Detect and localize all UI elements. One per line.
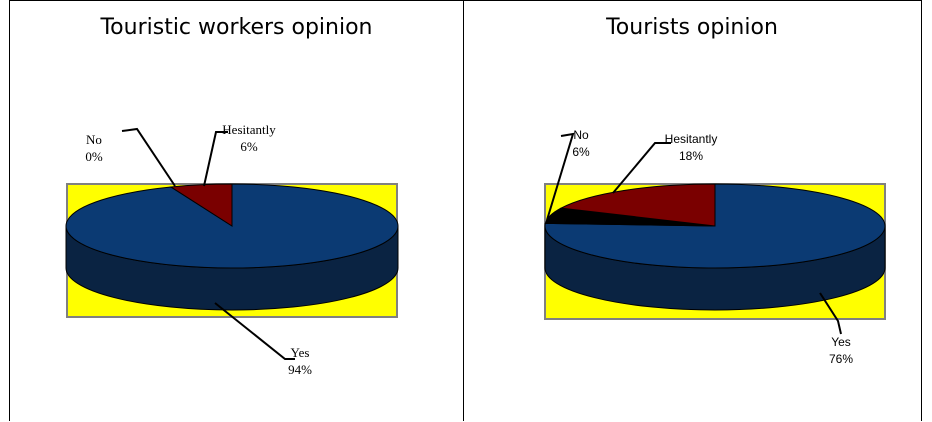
- slice-label-value: 6%: [240, 139, 258, 154]
- chart-table: Touristic workers opinion No 0% Hesitantly…: [9, 0, 922, 421]
- chart-title: Tourists opinion: [606, 15, 778, 40]
- slice-label-value: 18%: [679, 149, 703, 163]
- left-chart-cell: Touristic workers opinion No 0% Hesitantly…: [9, 0, 464, 421]
- slice-label-name: Yes: [291, 345, 310, 360]
- pie-slice-yes: [544, 183, 886, 269]
- chart-title: Touristic workers opinion: [100, 15, 373, 40]
- slice-label-name: Yes: [831, 335, 851, 349]
- leader-line-hesitantly: [612, 142, 671, 194]
- slice-label-name: Hesitantly: [665, 132, 718, 146]
- leader-line-no: [121, 127, 176, 187]
- slice-label-name: No: [573, 128, 589, 142]
- pie-slice-hesitantly: [169, 183, 233, 227]
- pie-slice-hesitantly: [559, 183, 716, 227]
- leader-line-yes: [819, 292, 842, 335]
- slice-label-name: Hesitantly: [222, 122, 276, 137]
- right-pie-chart: No 6% Hesitantly 18% Yes 76%: [544, 128, 886, 366]
- slice-label-value: 94%: [288, 362, 312, 377]
- slice-label-value: 76%: [829, 352, 853, 366]
- leader-line-yes: [214, 302, 295, 360]
- left-pie-chart: No 0% Hesitantly 6% Yes 94%: [65, 122, 399, 377]
- slice-label-name: No: [86, 132, 102, 147]
- right-chart-cell: Tourists opinion No 6% Hesitantly 18% Yes 76%: [463, 0, 922, 421]
- slice-label-value: 0%: [85, 149, 103, 164]
- leader-line-hesitantly: [203, 131, 228, 187]
- slice-label-value: 6%: [572, 145, 590, 159]
- leader-line-no: [546, 132, 575, 221]
